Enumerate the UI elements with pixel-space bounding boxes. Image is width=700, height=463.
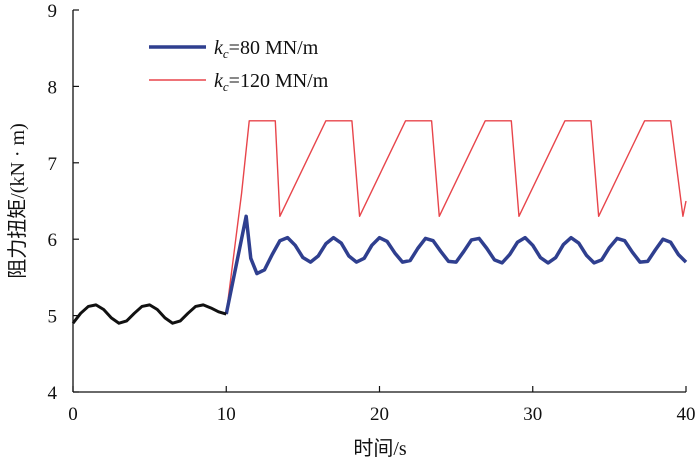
series-layer bbox=[71, 120, 688, 325]
y-tick-label: 7 bbox=[48, 154, 58, 175]
series-line-kc120 bbox=[225, 120, 687, 315]
y-tick-label: 4 bbox=[48, 383, 58, 404]
series-line-kc80 bbox=[224, 214, 688, 315]
x-tick-label: 10 bbox=[217, 404, 236, 425]
x-tick-label: 0 bbox=[68, 404, 78, 425]
y-tick-label: 5 bbox=[48, 307, 58, 328]
y-tick-label: 9 bbox=[48, 1, 58, 22]
legend-label-kc80: kc=80 MN/m bbox=[214, 37, 319, 61]
y-tick-label: 8 bbox=[48, 77, 58, 98]
ticks: 0 10 20 30 40 4 5 6 7 8 9 bbox=[48, 1, 696, 425]
y-tick-label: 6 bbox=[48, 230, 58, 251]
x-tick-label: 20 bbox=[370, 404, 389, 425]
legend: kc=80 MN/m kc=120 MN/m bbox=[149, 37, 329, 94]
x-tick-label: 40 bbox=[677, 404, 696, 425]
y-axis-title: 阻力扭矩/(kN · m) bbox=[6, 123, 29, 279]
series-line-common bbox=[71, 303, 227, 325]
legend-label-kc120: kc=120 MN/m bbox=[214, 70, 329, 94]
x-tick-label: 30 bbox=[523, 404, 542, 425]
x-axis-title: 时间/s bbox=[353, 437, 407, 460]
